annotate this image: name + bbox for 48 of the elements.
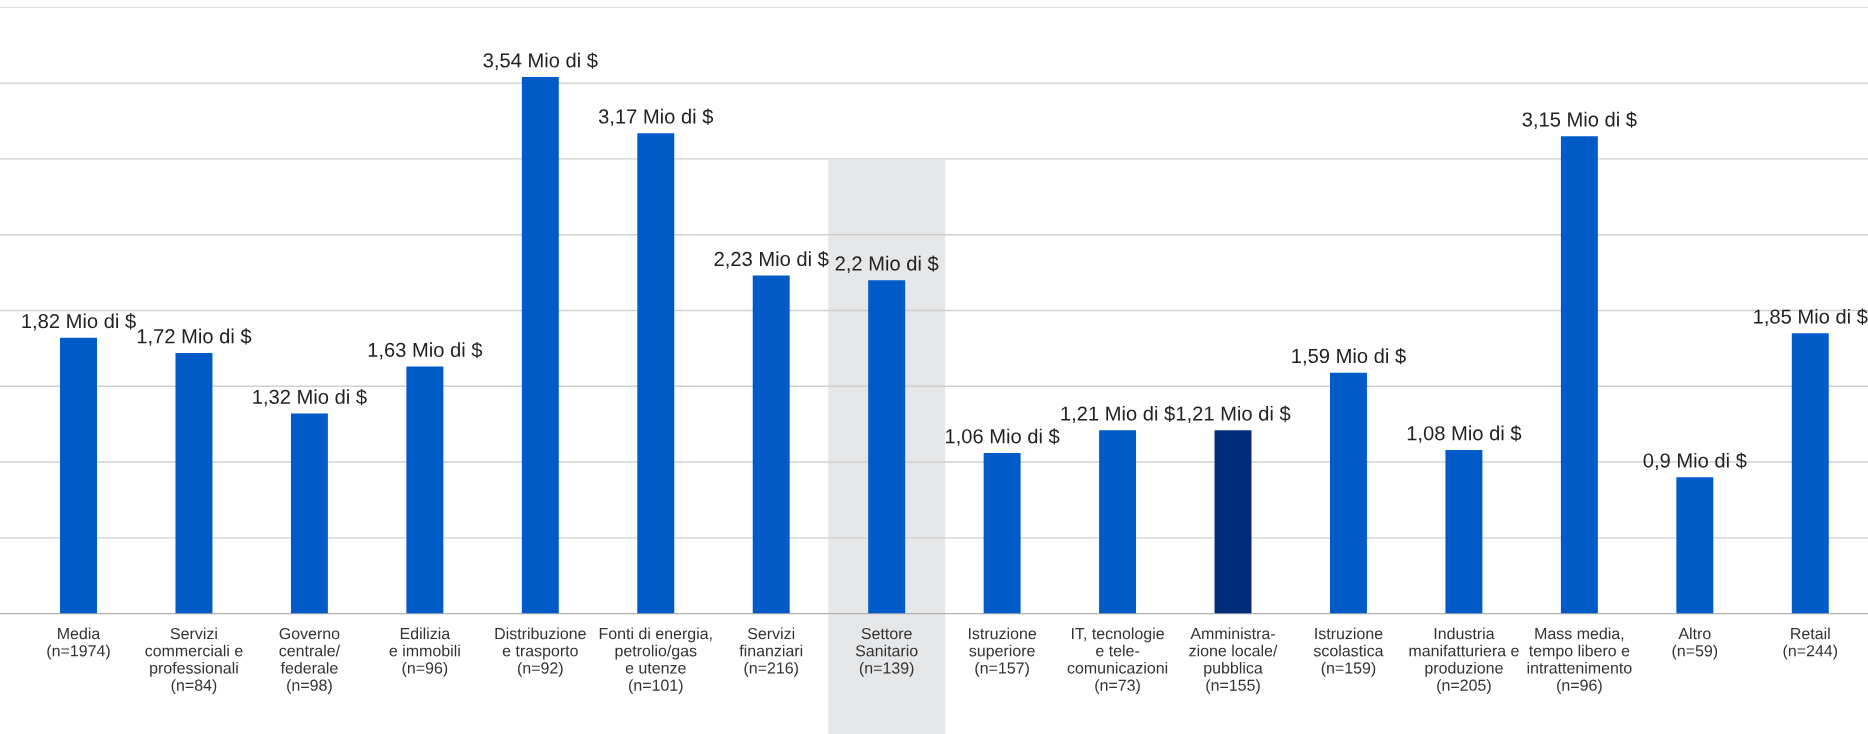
data-label: 1,21 Mio di $ xyxy=(1176,405,1291,424)
x-tick-label: Industria manifatturiera e produzione (n=205) xyxy=(1409,627,1519,695)
data-label: 1,06 Mio di $ xyxy=(946,428,1060,446)
data-label: 0,9 Mio di $ xyxy=(1643,452,1747,471)
data-label: 3,17 Mio di $ xyxy=(598,108,714,126)
bar xyxy=(1445,449,1483,614)
data-label: 3,54 Mio di $ xyxy=(483,52,598,70)
bar xyxy=(175,352,213,614)
x-tick-label: Servizi commerciali e professionali (n=84) xyxy=(145,627,243,695)
x-tick-label: Istruzione superiore (n=157) xyxy=(968,627,1037,677)
x-tick-label: Media (n=1974) xyxy=(47,627,110,660)
x-tick-label: Edilizia e immobili (n=96) xyxy=(389,627,460,677)
bar xyxy=(1560,136,1598,614)
bar xyxy=(868,280,906,614)
data-label: 2,2 Mio di $ xyxy=(835,255,939,274)
data-label: 3,15 Mio di $ xyxy=(1522,111,1637,130)
x-tick-label: Settore Sanitario (n=139) xyxy=(855,627,918,677)
data-label: 1,08 Mio di $ xyxy=(1407,425,1522,443)
bar xyxy=(1330,372,1367,614)
data-label: 1,32 Mio di $ xyxy=(253,388,367,407)
x-tick-label: Amministra- zione locale/ pubblica (n=155) xyxy=(1189,627,1278,695)
x-tick-label: Governo centrale/ federale (n=98) xyxy=(279,627,341,695)
x-tick-label: Altro (n=59) xyxy=(1672,627,1718,660)
bar xyxy=(637,133,675,614)
x-tick-label: Istruzione scolastica (n=159) xyxy=(1313,627,1384,677)
data-label: 1,59 Mio di $ xyxy=(1292,347,1406,366)
data-label: 1,85 Mio di $ xyxy=(1754,308,1868,327)
data-label: 1,63 Mio di $ xyxy=(368,341,483,360)
bar xyxy=(60,337,97,614)
x-tick-label: Mass media, tempo libero e intrattenimento (n=96) xyxy=(1527,627,1632,695)
x-tick-label: Distribuzione e trasporto (n=92) xyxy=(495,627,586,677)
data-label: 1,72 Mio di $ xyxy=(137,328,252,346)
x-tick-label: Fonti di energia, petrolio/gas e utenze (n=101) xyxy=(599,627,712,695)
bar xyxy=(752,275,790,614)
bar xyxy=(983,452,1021,614)
bar xyxy=(406,366,444,614)
data-label: 1,21 Mio di $ xyxy=(1061,405,1175,424)
data-label: 1,82 Mio di $ xyxy=(22,313,136,331)
data-label: 2,23 Mio di $ xyxy=(714,250,829,269)
x-tick-label: Retail (n=244) xyxy=(1783,627,1838,660)
x-tick-label: IT, tecnologie e tele- comunicazioni (n=73) xyxy=(1067,627,1168,695)
bar xyxy=(1791,333,1829,614)
bar xyxy=(1214,430,1252,614)
bar xyxy=(290,413,328,614)
bar xyxy=(521,77,559,614)
x-tick-label: Servizi finanziari (n=216) xyxy=(739,627,803,677)
bar xyxy=(1676,477,1714,614)
bar xyxy=(1099,430,1137,614)
